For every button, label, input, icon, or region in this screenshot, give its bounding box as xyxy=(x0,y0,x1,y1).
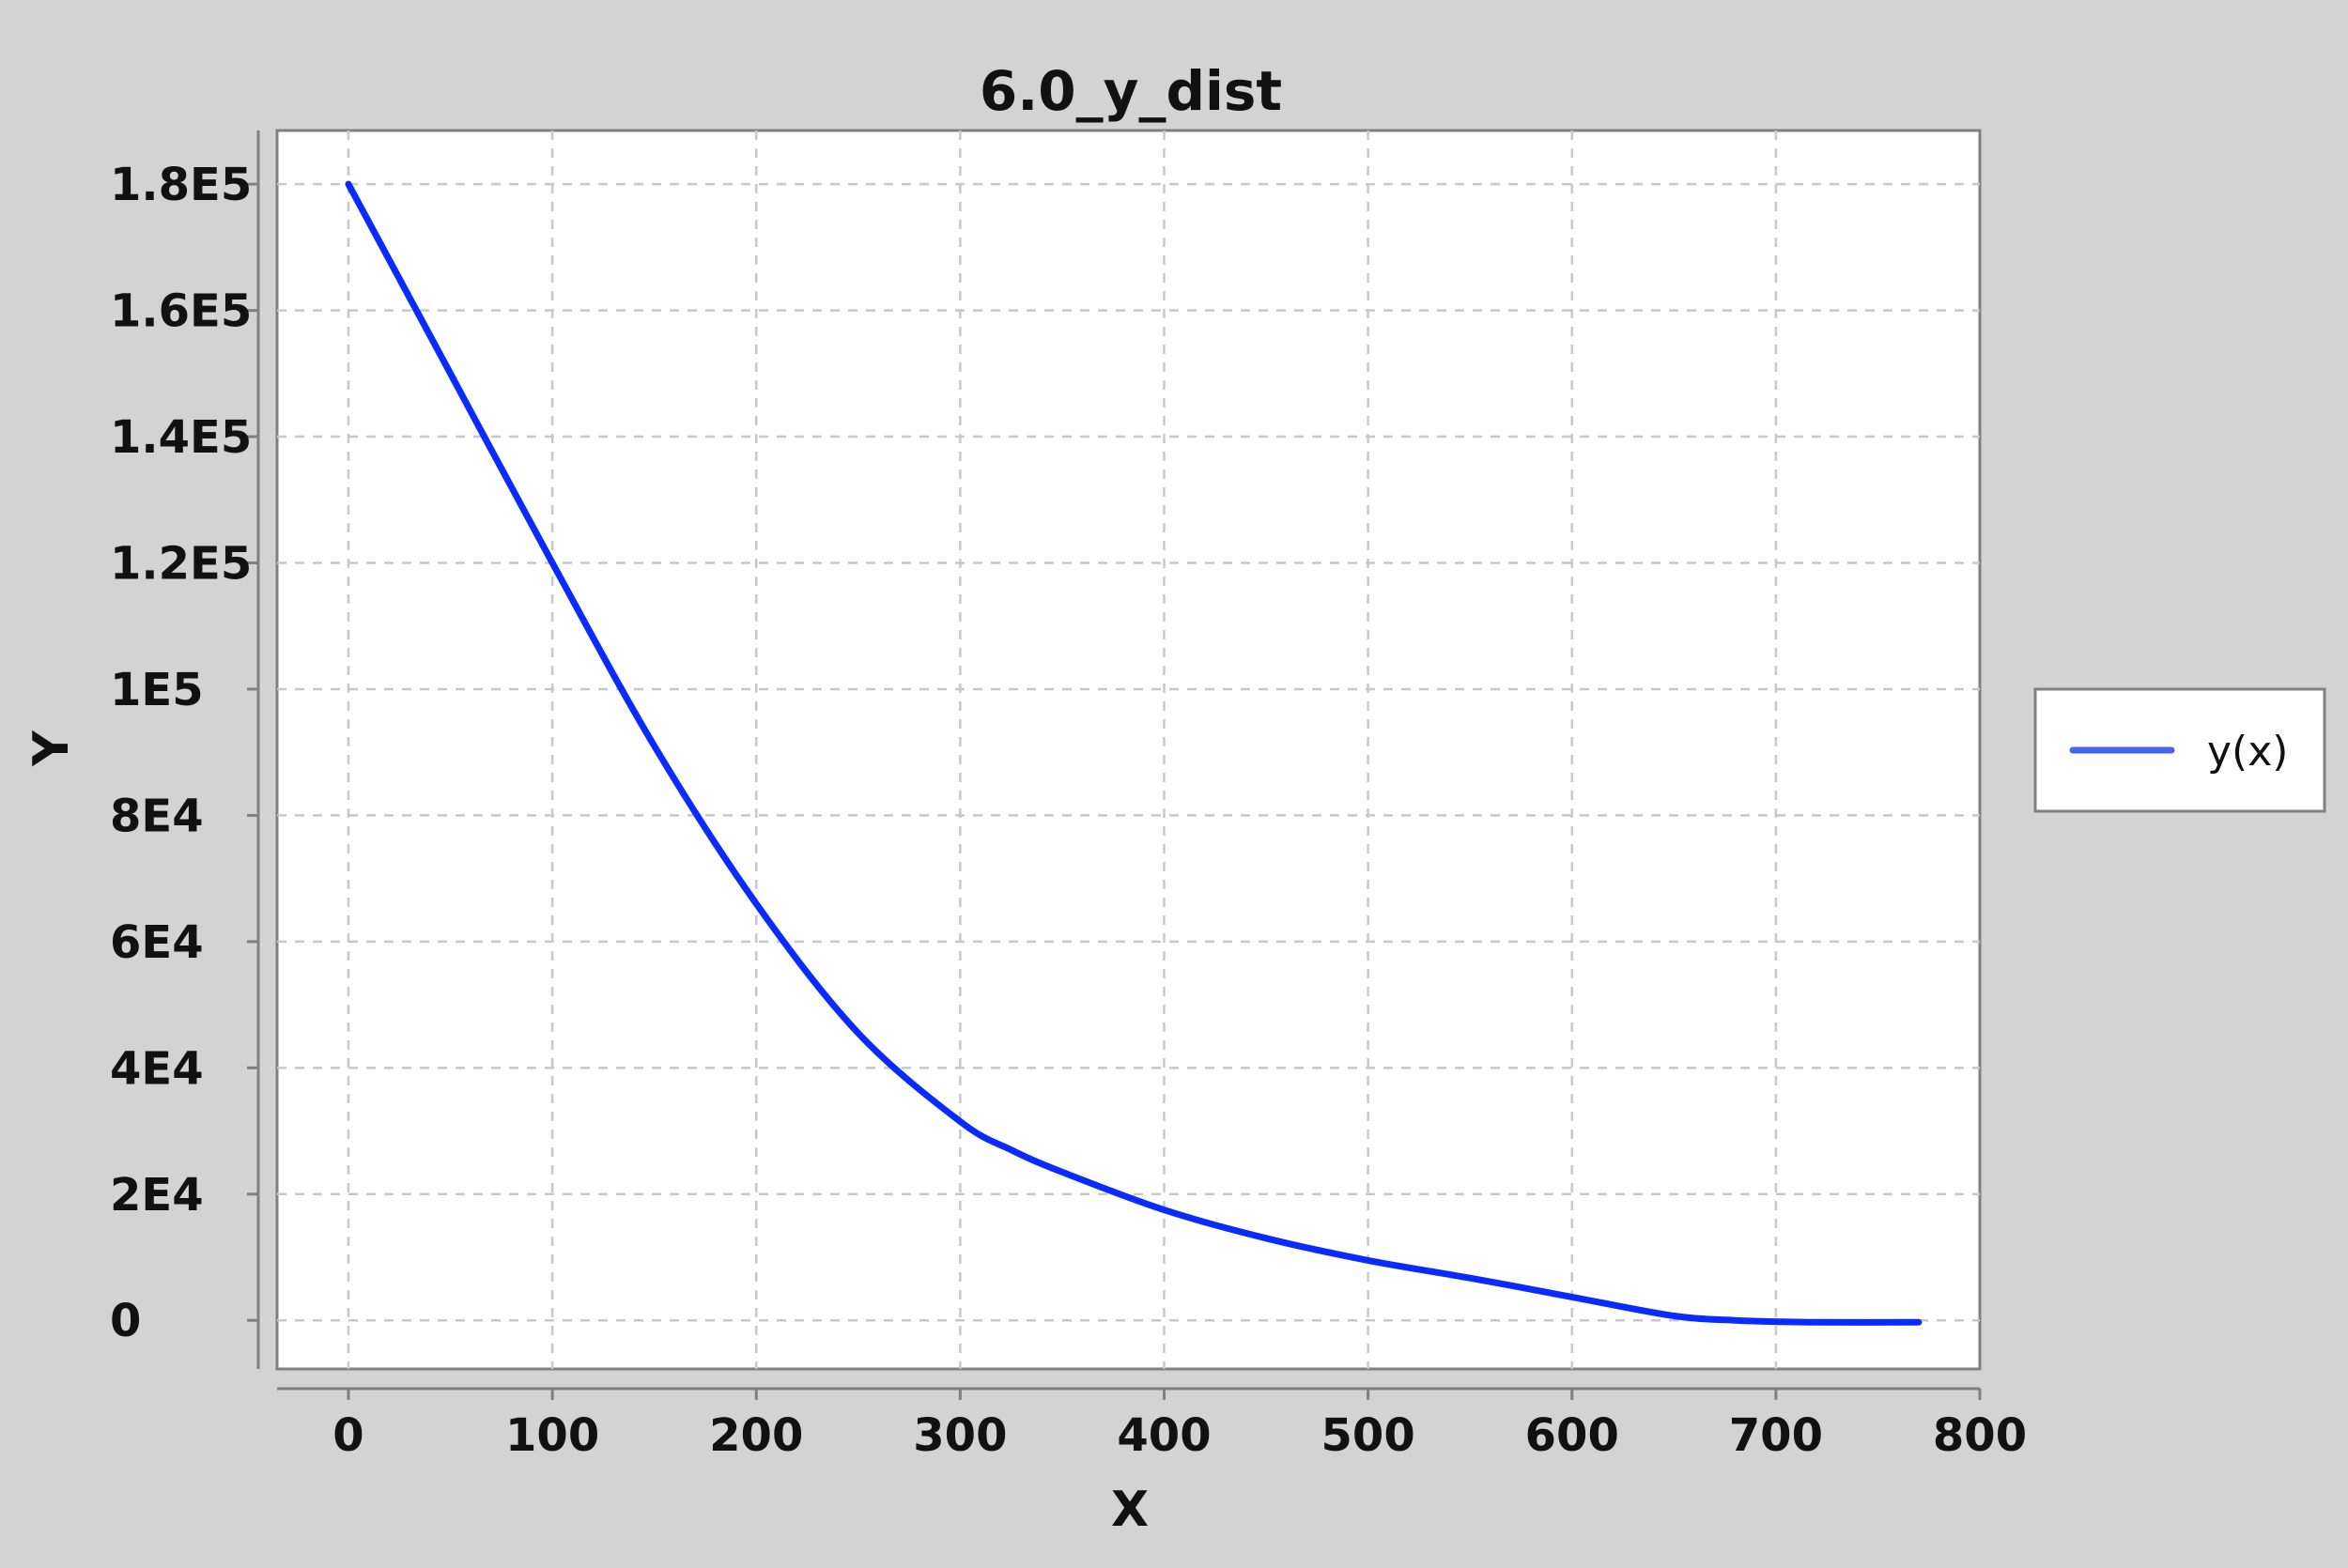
x-tick-label: 300 xyxy=(913,1409,1007,1462)
x-tick-label: 200 xyxy=(709,1409,803,1462)
legend: y(x) xyxy=(2033,687,2326,813)
y-tick-label: 6E4 xyxy=(110,916,204,969)
y-axis-label: Y xyxy=(23,730,80,767)
chart-title: 6.0_y_dist xyxy=(980,59,1282,123)
y-tick-label: 0 xyxy=(110,1295,141,1347)
series-line xyxy=(345,180,1923,1326)
y-tick-label: 1.6E5 xyxy=(110,285,252,338)
x-tick-label: 700 xyxy=(1729,1409,1823,1462)
axis-layer: 0 100 200 300 400 500 600 700 800 0 2E4 4E4 6E4 8E4 1E… xyxy=(110,131,2027,1462)
y-tick-label: 1.2E5 xyxy=(110,538,252,591)
x-tick-label: 800 xyxy=(1933,1409,2027,1462)
y-tick-label: 4E4 xyxy=(110,1042,204,1095)
x-tick-label: 0 xyxy=(332,1409,363,1462)
y-tick-label: 8E4 xyxy=(110,790,204,842)
x-tick-label: 500 xyxy=(1321,1409,1415,1462)
x-axis-label: X xyxy=(1111,1482,1149,1538)
y-tick-label: 1E5 xyxy=(110,664,204,716)
y-tick-label: 2E4 xyxy=(110,1169,204,1222)
x-tick-label: 600 xyxy=(1525,1409,1619,1462)
x-tick-label: 100 xyxy=(505,1409,599,1462)
series-layer xyxy=(345,180,1923,1326)
y-tick-label: 1.4E5 xyxy=(110,411,252,464)
plot-area xyxy=(275,129,1982,1371)
legend-label: y(x) xyxy=(2207,728,2288,776)
y-tick-label: 1.8E5 xyxy=(110,159,252,211)
x-tick-label: 400 xyxy=(1117,1409,1211,1462)
